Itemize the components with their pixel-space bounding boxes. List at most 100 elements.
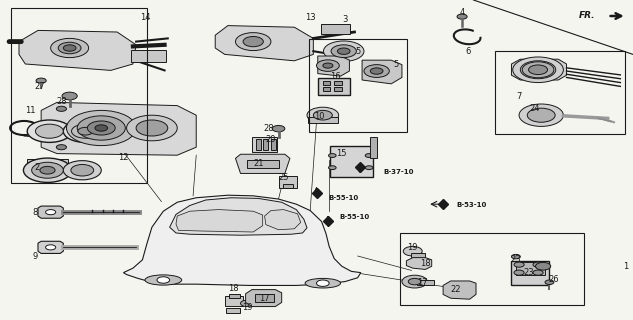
FancyBboxPatch shape [334, 81, 342, 85]
Text: 18: 18 [228, 284, 238, 293]
Circle shape [520, 61, 556, 79]
Polygon shape [246, 290, 282, 307]
FancyBboxPatch shape [247, 160, 279, 168]
Polygon shape [123, 195, 361, 285]
Polygon shape [41, 102, 196, 155]
Circle shape [51, 38, 89, 58]
Text: 5: 5 [393, 60, 398, 68]
Polygon shape [176, 210, 263, 232]
Text: 16: 16 [330, 72, 341, 81]
FancyBboxPatch shape [322, 24, 350, 34]
Circle shape [545, 280, 554, 284]
Text: 9: 9 [32, 252, 37, 261]
Circle shape [77, 116, 125, 140]
Text: 24: 24 [530, 104, 540, 113]
Circle shape [63, 120, 108, 142]
Bar [400, 233, 584, 305]
FancyBboxPatch shape [263, 139, 268, 150]
Circle shape [136, 120, 168, 136]
Circle shape [40, 166, 55, 174]
Circle shape [157, 277, 170, 283]
Text: 27: 27 [34, 82, 44, 91]
Text: 13: 13 [305, 13, 315, 22]
Text: 26: 26 [549, 275, 559, 284]
Text: 7: 7 [517, 92, 522, 100]
Text: 5: 5 [355, 47, 360, 56]
Circle shape [529, 65, 548, 75]
Text: 17: 17 [418, 278, 428, 287]
Circle shape [514, 262, 524, 267]
Circle shape [272, 125, 285, 132]
FancyBboxPatch shape [271, 139, 276, 150]
Circle shape [58, 42, 81, 54]
Circle shape [127, 115, 177, 141]
Text: 21: 21 [253, 159, 263, 168]
Text: 8: 8 [32, 208, 37, 217]
Bar [495, 51, 625, 134]
Circle shape [63, 161, 101, 180]
Circle shape [313, 110, 332, 120]
Text: 19: 19 [408, 244, 418, 252]
FancyBboxPatch shape [132, 50, 166, 62]
Polygon shape [318, 56, 349, 76]
Circle shape [36, 78, 46, 83]
FancyBboxPatch shape [511, 260, 549, 285]
Circle shape [527, 108, 555, 122]
Circle shape [56, 106, 66, 111]
FancyBboxPatch shape [323, 81, 330, 85]
Text: 19: 19 [242, 303, 252, 312]
Polygon shape [38, 206, 63, 218]
Circle shape [514, 270, 524, 275]
Circle shape [457, 14, 467, 19]
FancyBboxPatch shape [370, 137, 377, 158]
Circle shape [522, 62, 554, 78]
Polygon shape [443, 281, 476, 299]
Circle shape [533, 270, 543, 275]
FancyBboxPatch shape [318, 78, 350, 95]
Polygon shape [19, 30, 136, 70]
Circle shape [370, 68, 383, 74]
Text: 11: 11 [25, 106, 35, 115]
Text: B-55-10: B-55-10 [328, 195, 358, 201]
FancyBboxPatch shape [334, 87, 342, 91]
Text: B-37-10: B-37-10 [384, 169, 414, 175]
Polygon shape [235, 154, 290, 173]
Circle shape [307, 107, 339, 123]
Circle shape [329, 154, 336, 157]
FancyBboxPatch shape [279, 176, 297, 188]
Circle shape [243, 36, 263, 47]
Circle shape [78, 127, 93, 135]
Text: 4: 4 [460, 8, 465, 17]
FancyBboxPatch shape [417, 280, 434, 285]
Polygon shape [362, 60, 402, 84]
FancyBboxPatch shape [330, 147, 373, 177]
Polygon shape [511, 59, 567, 80]
FancyBboxPatch shape [226, 308, 240, 313]
Circle shape [316, 60, 339, 71]
Text: 28: 28 [57, 97, 67, 106]
Circle shape [63, 45, 76, 51]
Text: B-55-10: B-55-10 [339, 214, 370, 220]
FancyBboxPatch shape [308, 117, 338, 123]
Circle shape [408, 278, 421, 285]
Ellipse shape [305, 278, 341, 288]
Text: 14: 14 [141, 13, 151, 22]
Circle shape [241, 300, 253, 307]
Circle shape [511, 254, 520, 259]
Text: 22: 22 [451, 285, 461, 294]
FancyBboxPatch shape [252, 138, 277, 152]
Text: FR.: FR. [579, 11, 595, 20]
Circle shape [519, 104, 563, 126]
Circle shape [235, 33, 271, 51]
Text: 20: 20 [266, 135, 276, 144]
FancyBboxPatch shape [283, 184, 292, 188]
Text: 15: 15 [337, 149, 347, 158]
Circle shape [66, 110, 136, 146]
Polygon shape [170, 198, 307, 235]
Circle shape [72, 124, 99, 138]
Text: 3: 3 [342, 15, 348, 24]
Circle shape [32, 162, 63, 178]
Polygon shape [265, 210, 301, 230]
FancyBboxPatch shape [323, 87, 330, 91]
Circle shape [533, 262, 543, 267]
